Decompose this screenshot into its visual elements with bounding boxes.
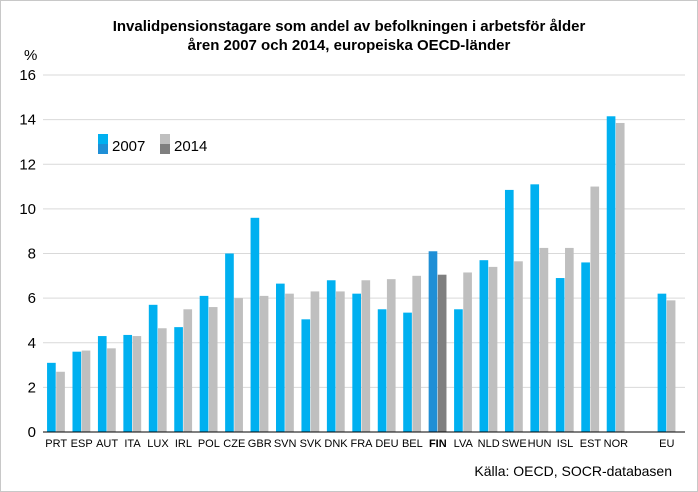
x-tick-label: DNK bbox=[324, 438, 348, 450]
bar-2007-deu bbox=[377, 309, 387, 432]
bar-2007-lva bbox=[454, 309, 463, 432]
bar-2014-swe bbox=[514, 261, 523, 432]
x-tick-label: CZE bbox=[223, 438, 245, 450]
bar-2007-lux bbox=[148, 304, 158, 432]
x-tick-label: FRA bbox=[350, 438, 373, 450]
legend-label-2007: 2007 bbox=[112, 138, 145, 155]
bar-2007-svk bbox=[301, 319, 311, 432]
x-tick-label: ISL bbox=[557, 438, 574, 450]
bar-2007-cze bbox=[225, 253, 234, 432]
x-tick-label: ITA bbox=[124, 438, 141, 450]
bar-2007-swe bbox=[504, 189, 514, 432]
bar-2014-aut bbox=[107, 348, 116, 432]
bar-2014-irl bbox=[183, 309, 193, 432]
bar-2007-gbr bbox=[250, 217, 260, 432]
x-tick-label: POL bbox=[198, 438, 220, 450]
x-tick-label: SWE bbox=[502, 438, 527, 450]
bar-2007-bel bbox=[403, 312, 412, 432]
x-tick-label: SVN bbox=[274, 438, 297, 450]
bar-2014-svn bbox=[285, 293, 294, 432]
y-tick-label: 16 bbox=[19, 67, 36, 84]
y-tick-label: 0 bbox=[28, 424, 36, 441]
x-tick-label: DEU bbox=[375, 438, 398, 450]
x-tick-label: FIN bbox=[429, 438, 447, 450]
x-tick-label: GBR bbox=[248, 438, 272, 450]
bar-2007-eu bbox=[657, 293, 667, 432]
chart-title-line-2: åren 2007 och 2014, europeiska OECD-länd… bbox=[187, 37, 511, 54]
bar-2007-hun bbox=[530, 184, 540, 432]
y-tick-label: 12 bbox=[19, 156, 36, 173]
x-tick-label: AUT bbox=[96, 438, 118, 450]
bar-2014-eu bbox=[666, 300, 676, 432]
x-tick-label: EST bbox=[580, 438, 602, 450]
x-tick-label: HUN bbox=[528, 438, 552, 450]
legend-swatch-2007-a bbox=[98, 134, 108, 144]
bar-2014-dnk bbox=[336, 291, 345, 432]
bar-2007-fin bbox=[428, 251, 438, 432]
bar-2014-fra bbox=[361, 280, 371, 432]
chart-title-line-1: Invalidpensionstagare som andel av befol… bbox=[112, 18, 586, 35]
bar-2007-fra bbox=[352, 293, 361, 432]
legend-swatch-2007-b bbox=[98, 144, 108, 154]
bar-2014-fin bbox=[437, 274, 447, 432]
y-tick-label: 8 bbox=[28, 246, 36, 263]
x-tick-label: LUX bbox=[147, 438, 169, 450]
bar-2014-deu bbox=[386, 279, 396, 432]
bar-2014-cze bbox=[234, 298, 243, 433]
bar-2007-svn bbox=[276, 283, 285, 432]
bar-2014-nor bbox=[615, 122, 625, 432]
y-tick-label: 6 bbox=[28, 290, 36, 307]
x-tick-label: NOR bbox=[604, 438, 629, 450]
bar-2014-pol bbox=[208, 307, 218, 432]
x-tick-label: EU bbox=[659, 438, 674, 450]
bar-2007-nor bbox=[606, 116, 616, 432]
bar-2007-nld bbox=[479, 260, 489, 432]
axes: 0 2 4 6 8 10 12 14 16 PRT ESP AUT ITA LUX IRL POL CZE GBR… bbox=[19, 67, 685, 450]
bar-2014-lva bbox=[463, 272, 472, 432]
x-tick-label: PRT bbox=[45, 438, 67, 450]
bars bbox=[47, 116, 676, 433]
bar-2007-aut bbox=[97, 336, 107, 432]
legend: 2007 2014 bbox=[98, 134, 207, 155]
bar-2007-est bbox=[581, 262, 590, 432]
bar-2014-esp bbox=[81, 350, 91, 432]
bar-2014-svk bbox=[310, 291, 320, 432]
x-tick-label: SVK bbox=[300, 438, 323, 450]
x-tick-label: NLD bbox=[478, 438, 500, 450]
y-tick-label: 14 bbox=[19, 112, 36, 129]
y-tick-label: 2 bbox=[28, 379, 36, 396]
legend-swatch-2014-a bbox=[160, 134, 170, 144]
bar-2014-hun bbox=[539, 247, 549, 432]
y-axis-label: % bbox=[24, 47, 37, 64]
bar-2014-nld bbox=[488, 266, 498, 432]
bar-2014-ita bbox=[132, 336, 142, 432]
y-tick-label: 4 bbox=[28, 335, 36, 352]
bar-2014-isl bbox=[565, 247, 574, 432]
bar-2014-bel bbox=[412, 275, 422, 432]
bar-2007-pol bbox=[199, 295, 209, 432]
source-note: Källa: OECD, SOCR-databasen bbox=[474, 463, 672, 479]
x-tick-label: IRL bbox=[175, 438, 192, 450]
bar-2014-lux bbox=[157, 328, 167, 432]
x-tick-label: LVA bbox=[454, 438, 474, 450]
y-tick-label: 10 bbox=[19, 201, 36, 218]
bar-2007-dnk bbox=[326, 280, 336, 432]
bar-2014-est bbox=[590, 186, 600, 432]
bar-2007-ita bbox=[123, 334, 133, 432]
legend-label-2014: 2014 bbox=[174, 138, 207, 155]
bar-2014-prt bbox=[56, 371, 65, 432]
bar-2014-gbr bbox=[259, 295, 269, 432]
bar-2007-esp bbox=[72, 351, 82, 432]
bar-2007-irl bbox=[174, 327, 183, 432]
x-tick-label: BEL bbox=[402, 438, 423, 450]
bar-2007-isl bbox=[555, 278, 565, 432]
bar-2007-prt bbox=[47, 362, 56, 432]
legend-swatch-2014-b bbox=[160, 144, 170, 154]
x-tick-label: ESP bbox=[71, 438, 93, 450]
